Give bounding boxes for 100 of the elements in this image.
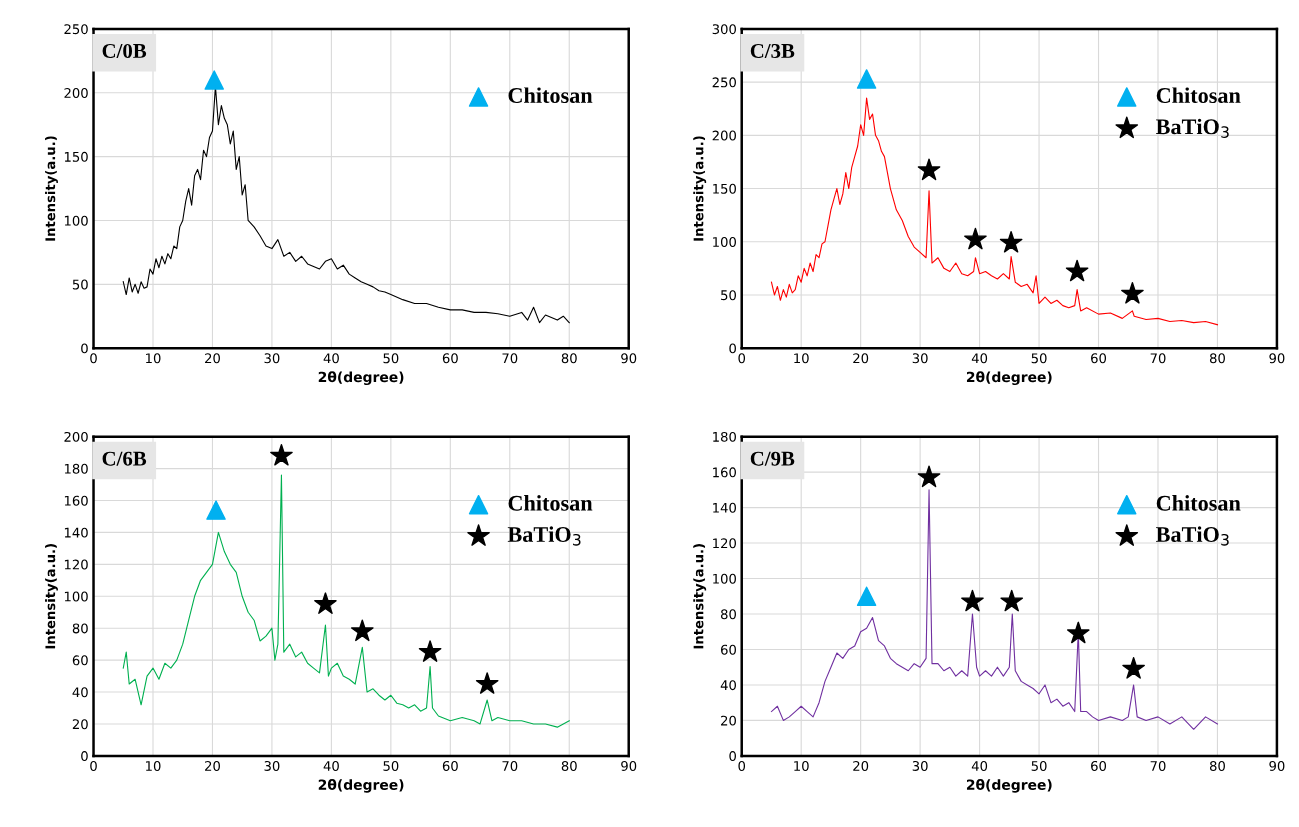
x-tick-label: 70	[1150, 760, 1166, 771]
x-tick-label: 40	[971, 760, 988, 771]
legend-label: BaTiO$_{3}$	[507, 526, 581, 546]
x-tick-label: 80	[1209, 353, 1225, 364]
point	[1122, 657, 1145, 679]
legend-label: Chitosan	[508, 87, 593, 104]
y-tick-label: 120	[713, 538, 736, 549]
y-tick-label: 120	[64, 559, 88, 570]
x-tick-label: 20	[205, 353, 220, 364]
x-tick-label: 40	[323, 760, 339, 771]
y-tick-label: 160	[64, 495, 88, 506]
x-tick-label: 50	[1031, 353, 1047, 364]
point	[206, 500, 226, 520]
x-axis-title: 2θ(degree)	[318, 779, 404, 793]
point	[418, 640, 442, 662]
legend-label: Chitosan	[1156, 87, 1241, 104]
x-tick-label: 70	[502, 353, 518, 364]
x-tick-label: 30	[912, 760, 928, 771]
y-tick-label: 100	[713, 573, 736, 584]
x-tick-label: 60	[1091, 760, 1107, 771]
point	[917, 158, 941, 181]
point	[961, 589, 984, 612]
y-tick-label: 0	[81, 751, 88, 762]
point	[475, 672, 499, 694]
point	[856, 586, 877, 607]
y-tick-label: 60	[72, 655, 88, 666]
y-tick-label: 150	[713, 183, 736, 194]
y-tick-label: 100	[713, 236, 736, 247]
x-tick-label: 90	[621, 760, 637, 771]
x-tick-label: 0	[738, 760, 746, 771]
y-tick-label: 300	[712, 24, 736, 35]
y-tick-label: 20	[72, 719, 88, 730]
x-tick-label: 10	[146, 353, 161, 364]
x-tick-label: 10	[794, 760, 809, 771]
x-axis-title: 2θ(degree)	[318, 371, 404, 386]
legend-label: Chitosan	[508, 495, 593, 511]
x-tick-label: 90	[1269, 760, 1285, 771]
point	[964, 227, 987, 250]
y-axis-title: Intensity(a.u.)	[693, 136, 707, 241]
x-tick-label: 20	[853, 353, 869, 364]
y-tick-label: 0	[729, 343, 736, 354]
y-tick-label: 250	[712, 77, 736, 88]
y-tick-label: 0	[81, 343, 88, 354]
x-tick-label: 30	[264, 353, 280, 364]
y-tick-label: 100	[64, 215, 88, 226]
y-axis-title: Intensity(a.u.)	[693, 544, 707, 649]
y-tick-label: 40	[72, 687, 88, 698]
x-tick-label: 40	[323, 353, 339, 364]
legend-label: Chitosan	[1156, 495, 1241, 511]
x-tick-label: 20	[853, 760, 869, 771]
point	[350, 619, 374, 642]
x-tick-label: 90	[1269, 353, 1285, 364]
legend-label: BaTiO$_{3}$	[1156, 118, 1229, 138]
x-tick-label: 90	[621, 353, 637, 364]
x-tick-label: 70	[502, 760, 518, 771]
y-tick-label: 0	[729, 751, 736, 762]
y-tick-label: 200	[64, 431, 88, 442]
y-tick-label: 160	[713, 467, 736, 478]
y-tick-label: 80	[72, 623, 88, 634]
x-axis-title: 2θ(degree)	[966, 371, 1052, 386]
x-axis-title: 2θ(degree)	[966, 779, 1052, 793]
legend-label: BaTiO$_{3}$	[1156, 526, 1229, 546]
y-tick-label: 20	[721, 715, 736, 726]
x-tick-label: 30	[264, 760, 280, 771]
x-tick-label: 50	[1031, 760, 1047, 771]
y-tick-label: 140	[713, 502, 736, 513]
y-tick-label: 50	[72, 279, 88, 290]
x-tick-label: 0	[90, 760, 97, 771]
x-tick-label: 40	[971, 353, 988, 364]
y-tick-label: 60	[721, 644, 736, 655]
text: C/0B	[102, 43, 147, 58]
y-tick-label: 40	[720, 680, 736, 691]
point	[999, 230, 1023, 253]
point	[1121, 282, 1144, 304]
y-tick-label: 80	[720, 609, 736, 620]
y-tick-label: 140	[64, 527, 88, 538]
text: C/6B	[102, 451, 147, 466]
x-tick-label: 50	[383, 353, 399, 364]
x-tick-label: 80	[1209, 760, 1225, 771]
y-tick-label: 200	[64, 88, 88, 98]
y-axis-title: Intensity(a.u.)	[45, 544, 58, 649]
point	[270, 443, 293, 466]
point	[1066, 621, 1090, 644]
x-tick-label: 60	[1091, 353, 1107, 364]
x-tick-label: 0	[738, 353, 746, 364]
y-tick-label: 150	[64, 151, 88, 162]
point	[314, 592, 337, 615]
x-tick-label: 50	[383, 760, 399, 771]
text: C/9B	[750, 451, 795, 466]
x-tick-label: 30	[912, 353, 928, 364]
y-tick-label: 180	[713, 431, 736, 442]
x-tick-label: 20	[205, 760, 220, 771]
x-tick-label: 60	[442, 353, 458, 364]
point	[1065, 259, 1089, 282]
text: C/3B	[750, 43, 795, 58]
x-tick-label: 10	[146, 760, 161, 771]
x-tick-label: 80	[561, 760, 577, 771]
x-tick-label: 80	[561, 353, 577, 364]
y-tick-label: 180	[64, 463, 88, 474]
y-tick-label: 100	[64, 591, 88, 602]
